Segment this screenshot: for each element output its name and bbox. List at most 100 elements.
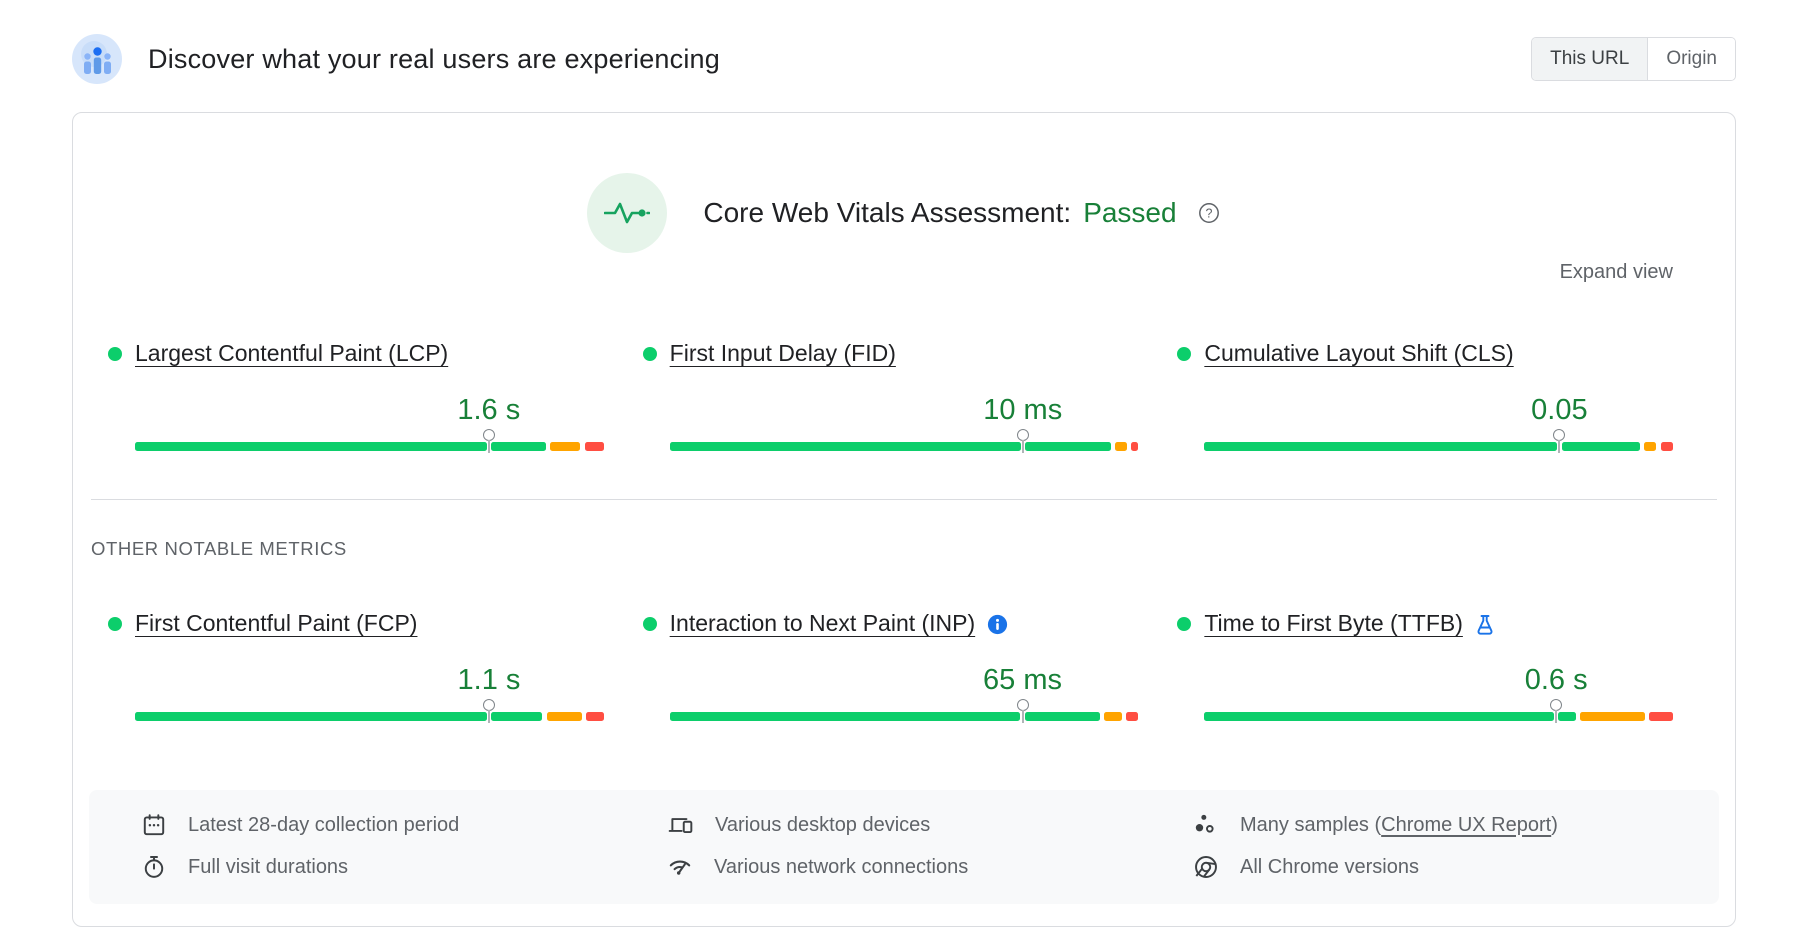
page-header: Discover what your real users are experi… [0,0,1800,84]
desktop-devices-text: Various desktop devices [715,813,931,836]
bar-segment [669,712,1021,721]
metric-link-inp[interactable]: Interaction to Next Paint (INP) [669,610,976,636]
section-divider [91,499,1717,500]
origin-button[interactable]: Origin [1648,38,1735,80]
bar-segment [1660,442,1673,451]
metric-link-cls[interactable]: Cumulative Layout Shift (CLS) [1204,340,1514,366]
metric-link-fid[interactable]: First Input Delay (FID) [669,340,896,366]
devices-icon [667,812,694,838]
marker-pin-icon [1016,699,1029,711]
bar-segment [550,442,581,451]
many-samples-text: Many samples (Chrome UX Report) [1240,813,1558,836]
status-dot-good-icon [1177,616,1192,631]
metric-cls: Cumulative Layout Shift (CLS) 0.05 [1177,340,1673,451]
metric-fcp: First Contentful Paint (FCP) 1.1 s [108,610,604,721]
status-dot-good-icon [1177,346,1192,361]
metric-link-ttfb[interactable]: Time to First Byte (TTFB) [1204,610,1463,636]
bar-segment [490,442,546,451]
bar-segment [1115,442,1127,451]
info-icon[interactable] [986,613,1009,636]
status-dot-good-icon [642,616,657,631]
chrome-ux-report-link[interactable]: Chrome UX Report [1381,813,1552,836]
marker-pin-icon [1550,699,1563,711]
visit-durations-text: Full visit durations [188,855,349,878]
bar-segment [1204,712,1555,721]
metric-ttfb: Time to First Byte (TTFB) 0.6 s [1177,610,1673,721]
marker-pin-icon [1016,429,1029,441]
chrome-icon [1193,854,1219,880]
metric-link-fcp[interactable]: First Contentful Paint (FCP) [135,610,418,636]
metric-bar-lcp [135,429,604,451]
metric-bar-fid [669,429,1139,451]
bar-segment [1126,712,1139,721]
bar-segment [1643,442,1657,451]
bar-segment [1024,712,1101,721]
calendar-icon [141,812,167,838]
bar-segment [669,442,1021,451]
metric-link-lcp[interactable]: Largest Contentful Paint (LCP) [135,340,449,366]
collection-info-strip: Latest 28-day collection period Various … [89,790,1719,904]
marker-pin-icon [482,699,495,711]
status-dot-good-icon [108,616,122,631]
bar-segment [546,712,582,721]
assessment-header: Core Web Vitals Assessment: Passed ? [73,173,1735,253]
this-url-button[interactable]: This URL [1532,38,1649,80]
metric-bar-fcp [135,699,604,721]
bar-segment [1561,442,1640,451]
assessment-status: Passed [1083,197,1177,228]
many-samples-item: Many samples (Chrome UX Report) [1193,812,1659,838]
help-icon[interactable]: ? [1197,201,1221,225]
bar-segment [491,712,543,721]
svg-text:?: ? [1205,206,1212,220]
bar-segment [1580,712,1646,721]
bar-segment [584,442,604,451]
url-origin-toggle: This URL Origin [1531,37,1736,81]
other-metrics-heading: OTHER NOTABLE METRICS [91,538,347,559]
bar-segment [135,442,487,451]
chrome-versions-item: All Chrome versions [1193,854,1659,880]
metric-bar-inp [669,699,1139,721]
visit-durations-item: Full visit durations [141,854,607,880]
bar-segment [135,712,487,721]
flask-icon[interactable] [1474,613,1496,637]
metric-lcp: Largest Contentful Paint (LCP) 1.6 s [108,340,604,451]
network-connections-item: Various network connections [667,854,1133,880]
bar-segment [1131,442,1139,451]
network-icon [667,854,693,880]
metric-fid: First Input Delay (FID) 10 ms [642,340,1139,451]
field-data-users-icon [72,34,122,84]
stopwatch-icon [141,854,167,880]
status-dot-good-icon [642,346,657,361]
metric-bar-cls [1204,429,1673,451]
desktop-devices-item: Various desktop devices [667,812,1133,838]
bar-segment [1649,712,1673,721]
metric-value-inp: 65 ms [983,664,1062,696]
marker-pin-icon [482,429,495,441]
bar-segment [586,712,604,721]
page-title: Discover what your real users are experi… [148,43,720,74]
collection-period-text: Latest 28-day collection period [188,813,460,836]
bar-segment [1558,712,1576,721]
samples-icon [1193,812,1219,838]
expand-view-link[interactable]: Expand view [1559,261,1673,283]
metric-value-fcp: 1.1 s [457,664,521,696]
bar-segment [1104,712,1122,721]
metric-inp: Interaction to Next Paint (INP) 65 ms [642,610,1139,721]
core-metrics-row: Largest Contentful Paint (LCP) 1.6 s Fir… [73,340,1735,451]
core-web-vitals-card: Core Web Vitals Assessment: Passed ? Exp… [72,112,1736,927]
pulse-icon [587,173,668,253]
metric-value-fid: 10 ms [983,394,1063,426]
metric-value-lcp: 1.6 s [457,394,521,426]
assessment-label: Core Web Vitals Assessment: [703,197,1072,228]
marker-pin-icon [1553,429,1566,441]
bar-segment [1024,442,1111,451]
other-metrics-row: First Contentful Paint (FCP) 1.1 s Inter… [73,610,1735,721]
metric-value-cls: 0.05 [1531,394,1588,426]
chrome-versions-text: All Chrome versions [1240,855,1419,878]
collection-period-item: Latest 28-day collection period [141,812,607,838]
bar-segment [1204,442,1558,451]
metric-bar-ttfb [1204,699,1673,721]
status-dot-good-icon [108,346,122,361]
network-connections-text: Various network connections [714,855,969,878]
metric-value-ttfb: 0.6 s [1524,664,1588,696]
